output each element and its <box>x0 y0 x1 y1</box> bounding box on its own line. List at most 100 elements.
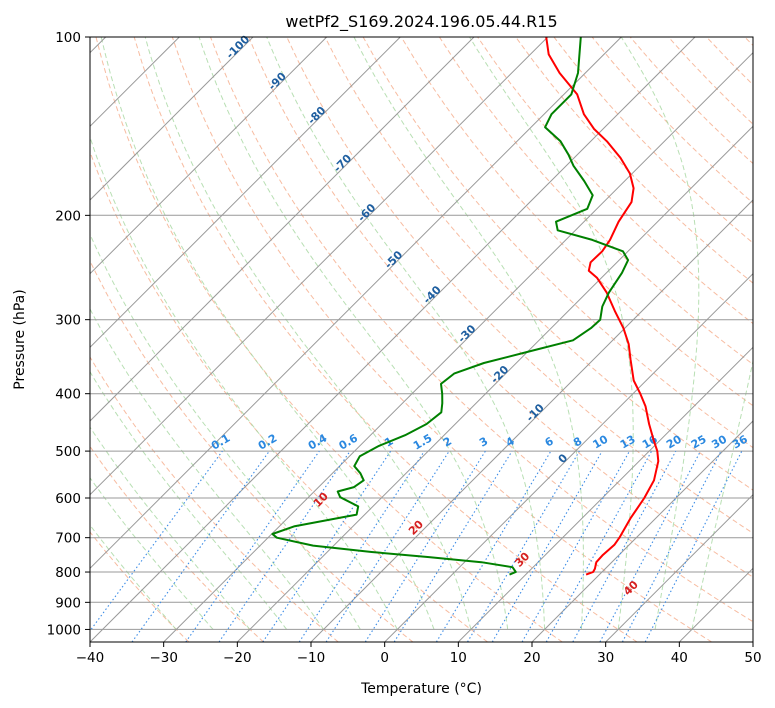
background-lines <box>90 37 753 642</box>
moist-adiabat <box>100 37 435 630</box>
isotherm-line <box>752 641 753 642</box>
isotherm-label: -80 <box>305 104 328 127</box>
isotherm-line <box>310 199 753 642</box>
x-tick-label: 0 <box>380 650 389 666</box>
dry-adiabat <box>90 356 339 642</box>
chart-title: wetPf2_S169.2024.196.05.44.R15 <box>285 12 557 32</box>
x-tick-label: 10 <box>450 650 467 666</box>
mixing-ratio-line <box>621 450 722 642</box>
mixing-ratio-line <box>218 450 351 642</box>
y-tick-label: 900 <box>55 595 81 611</box>
isotherm-line <box>90 37 622 570</box>
mixing-ratio-line <box>90 450 223 632</box>
isotherm-line <box>90 37 401 349</box>
x-tick-label: −20 <box>223 650 252 666</box>
moist-adiabat <box>266 37 546 630</box>
y-axis-label: Pressure (hPa) <box>12 289 28 389</box>
isotherm-label: -90 <box>266 70 289 93</box>
y-tick-label: 800 <box>55 565 81 581</box>
moist-adiabat <box>691 358 753 630</box>
moist-adiabat <box>90 135 398 630</box>
isotherm-line <box>236 125 753 642</box>
dry-adiabat <box>706 37 753 86</box>
line-labels: -100-90-80-70-60-50-40-30-20-1000.1 0.2 0.… <box>209 33 750 599</box>
dry-adiabat <box>362 37 753 449</box>
isotherm-line <box>457 346 753 642</box>
isotherm-line <box>90 37 254 201</box>
x-tick-label: 40 <box>671 650 688 666</box>
x-tick-label: 20 <box>523 650 540 666</box>
dry-adiabat <box>210 37 753 623</box>
y-tick-label: 400 <box>55 387 81 403</box>
mixing-ratio-line <box>545 450 653 642</box>
x-tick-label: −40 <box>76 650 105 666</box>
moist-adiabat <box>90 370 288 630</box>
y-tick-label: 600 <box>55 491 81 507</box>
isotherm-line <box>163 51 753 642</box>
mixing-ratio-label: 10 <box>590 432 610 451</box>
dry-adiabat <box>591 37 753 204</box>
mixing-ratio-line <box>435 450 552 642</box>
dry-adiabat <box>248 37 753 578</box>
moist-adiabat <box>90 308 324 630</box>
isotherm-line <box>384 272 753 642</box>
moist-adiabat <box>144 37 472 630</box>
temperature-profile <box>545 37 660 576</box>
dry-adiabat-label: 20 <box>406 517 426 537</box>
mixing-ratio-label: 30 <box>709 432 729 451</box>
dry-adiabat <box>90 150 488 642</box>
isotherm-line <box>90 37 696 642</box>
mixing-ratio-line <box>491 450 603 642</box>
mixing-ratio-line <box>599 450 701 642</box>
isotherm-line <box>90 37 328 275</box>
y-tick-label: 700 <box>55 531 81 547</box>
moist-adiabat <box>469 37 634 630</box>
mixing-ratio-line <box>325 450 450 642</box>
y-tick-label: 100 <box>55 30 81 46</box>
moist-adiabat <box>90 232 361 630</box>
dry-adiabat <box>90 259 414 642</box>
mixing-ratio-line <box>185 450 320 642</box>
x-tick-label: 50 <box>744 650 761 666</box>
moist-adiabat <box>90 426 251 630</box>
mixing-ratio-label: 1.5 <box>411 432 434 453</box>
mixing-ratio-label: 13 <box>618 433 638 452</box>
isotherm-label: -70 <box>331 151 354 174</box>
isotherm-label: -20 <box>488 363 511 386</box>
dewpoint-profile <box>271 37 630 576</box>
axis-ticks: −40 −30 −20 −10 0 10 20 30 40 50 100 200 300 400 500 60… <box>47 30 762 666</box>
isotherm-label: -60 <box>355 201 378 224</box>
mixing-ratio-label: 20 <box>664 432 684 451</box>
mixing-ratio-label: 6 <box>543 434 556 449</box>
dry-adiabat <box>90 531 190 642</box>
mixing-ratio-line <box>364 450 486 642</box>
dry-adiabat <box>400 37 753 407</box>
mixing-ratio-line <box>467 450 580 642</box>
x-tick-label: −30 <box>149 650 178 666</box>
mixing-ratio-line <box>644 450 743 642</box>
mixing-ratio-label: 8 <box>571 435 584 450</box>
moist-adiabat <box>90 476 214 630</box>
isotherm-label: -40 <box>421 283 444 306</box>
mixing-ratio-line <box>572 450 677 642</box>
moist-adiabat <box>620 37 700 630</box>
isotherm-label: -50 <box>382 248 405 271</box>
mixing-ratio-label: 25 <box>689 433 709 452</box>
isotherm-line <box>531 420 753 642</box>
plot-frame <box>89 36 754 643</box>
x-tick-label: 30 <box>597 650 614 666</box>
moist-adiabat <box>353 37 584 630</box>
dry-adiabat <box>553 37 753 244</box>
x-tick-label: −10 <box>297 650 326 666</box>
dry-adiabat <box>438 37 753 366</box>
dry-adiabat <box>515 37 753 284</box>
isotherm-line <box>605 493 753 642</box>
x-axis-label: Temperature (°C) <box>360 681 482 697</box>
dry-adiabat <box>744 37 753 47</box>
isotherm-line <box>90 37 475 422</box>
moist-adiabat <box>198 37 509 630</box>
isotherm-label: -30 <box>455 322 478 345</box>
y-tick-label: 1000 <box>47 622 81 638</box>
dry-adiabat <box>90 445 264 642</box>
